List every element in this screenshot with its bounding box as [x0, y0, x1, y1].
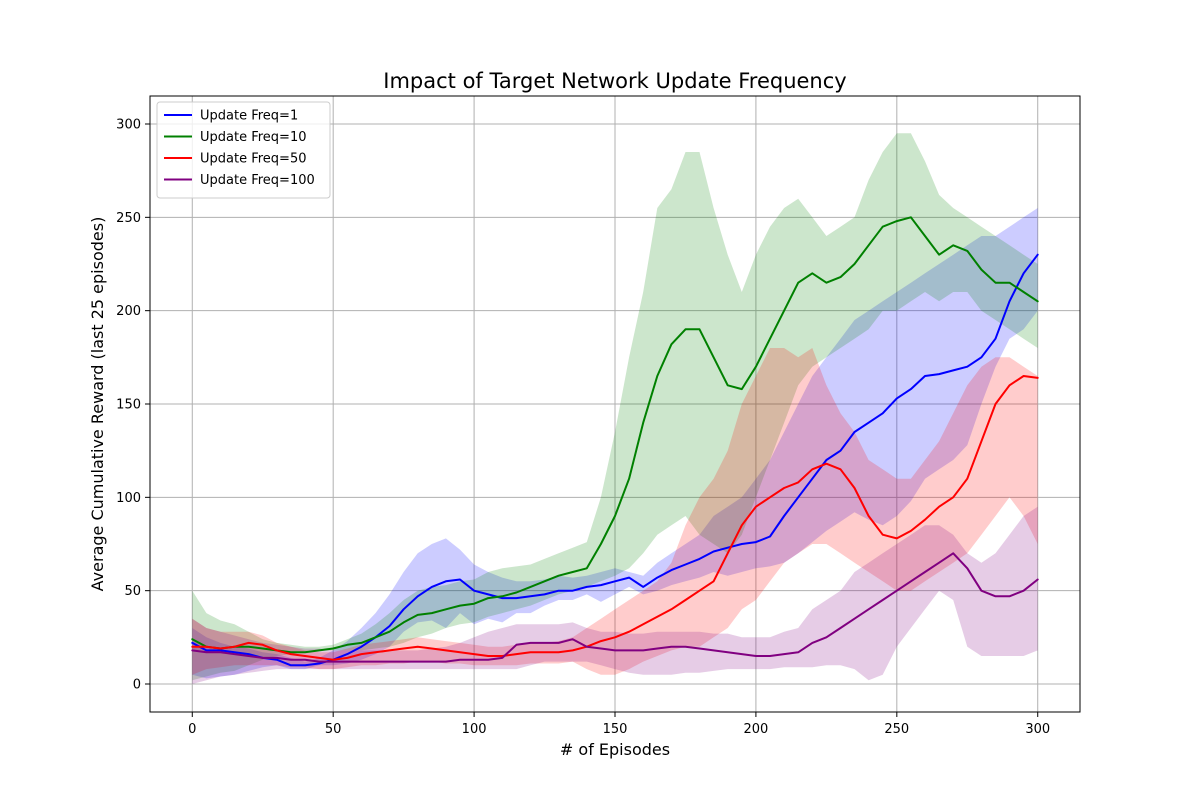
y-tick-label: 200 [116, 304, 141, 319]
confidence-bands [192, 133, 1038, 684]
y-axis-ticks: 0 50 100 150 200 250 300 [116, 118, 150, 693]
x-tick-label: 250 [884, 722, 909, 737]
x-tick-label: 150 [603, 722, 628, 737]
confidence-band-series-1 [192, 208, 1038, 679]
chart-title: Impact of Target Network Update Frequenc… [383, 69, 846, 93]
y-tick-label: 150 [116, 398, 141, 413]
x-tick-label: 50 [325, 722, 342, 737]
legend: Update Freq=1 Update Freq=10 Update Freq=5… [156, 101, 331, 199]
legend-label: Update Freq=10 [200, 130, 307, 145]
series-line-4 [191, 552, 1039, 663]
y-tick-label: 50 [124, 584, 141, 599]
confidence-band-series-4 [192, 506, 1038, 684]
x-tick-label: 100 [462, 722, 487, 737]
legend-label: Update Freq=1 [200, 109, 298, 124]
x-tick-label: 0 [188, 722, 196, 737]
series-lines [191, 216, 1039, 667]
confidence-band-series-2 [192, 133, 1038, 681]
legend-box [156, 101, 331, 199]
legend-label: Update Freq=100 [200, 173, 315, 188]
y-axis-label: Average Cumulative Reward (last 25 episo… [88, 217, 107, 592]
legend-label: Update Freq=50 [200, 152, 307, 167]
series-line-3 [191, 375, 1039, 661]
y-tick-label: 100 [116, 491, 141, 506]
x-tick-label: 200 [743, 722, 768, 737]
y-tick-label: 300 [116, 118, 141, 133]
confidence-band-series-3 [192, 348, 1038, 675]
x-axis-ticks: 0 50 100 150 200 250 300 [188, 712, 1050, 737]
y-tick-label: 250 [116, 211, 141, 226]
x-axis-label: # of Episodes [560, 740, 670, 759]
y-tick-label: 0 [133, 678, 141, 693]
series-line-2 [191, 216, 1039, 654]
x-tick-label: 300 [1025, 722, 1050, 737]
grid [150, 96, 1080, 712]
